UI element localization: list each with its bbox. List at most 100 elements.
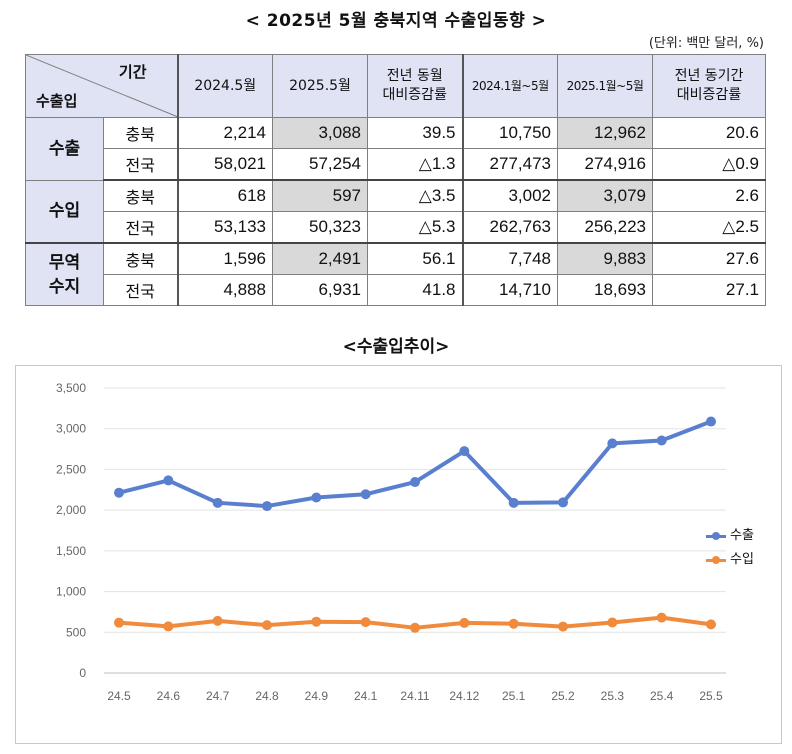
legend-swatch [706, 532, 726, 540]
series-line-0 [117, 419, 713, 509]
region-label: 전국 [103, 274, 179, 306]
x-tick-label: 24.11 [400, 689, 429, 703]
value-cell: 3,079 [557, 179, 653, 212]
y-tick-label: 500 [66, 625, 86, 639]
value-cell: 7,748 [462, 242, 558, 275]
category-import: 수입 [25, 179, 104, 244]
data-point [607, 617, 618, 628]
data-point [656, 435, 667, 446]
legend-swatch [706, 556, 726, 564]
table-row: 전국 58,021 57,254 △1.3 277,473 274,916 △0… [26, 148, 766, 181]
value-cell: 618 [177, 179, 273, 212]
trade-table: 기간 수출입 2024.5월 2025.5월 전년 동월 대비증감률 2024.… [25, 54, 766, 306]
value-cell: 2.6 [652, 179, 766, 212]
value-cell: 274,916 [557, 148, 653, 181]
data-point [114, 617, 124, 628]
data-point [311, 616, 322, 627]
data-point [114, 487, 124, 498]
region-label: 충북 [103, 117, 179, 149]
legend-item-import: 수입 [706, 548, 754, 572]
value-cell: 39.5 [367, 117, 464, 149]
line-chart: 0 500 1,000 1,500 2,000 2,500 3,000 3,500 24.5 24… [15, 365, 782, 744]
x-tick-label: 25.2 [551, 689, 575, 703]
x-tick-label: 25.5 [699, 689, 723, 703]
header-label: 2025.1월~5월 [566, 78, 644, 93]
y-tick-label: 2,000 [56, 503, 86, 517]
chart-legend: 수출 수입 [706, 524, 754, 572]
data-point [508, 618, 519, 629]
value-cell: 10,750 [462, 117, 558, 149]
table-row: 수출 충북 2,214 3,088 39.5 10,750 12,962 20.… [25, 117, 766, 181]
x-tick-label: 24.7 [206, 689, 230, 703]
region-label: 충북 [103, 242, 179, 275]
value-cell: 597 [272, 179, 368, 212]
corner-period-label: 기간 [118, 63, 147, 81]
data-point [410, 477, 420, 488]
legend-label: 수입 [730, 552, 754, 567]
value-cell: 14,710 [462, 274, 558, 306]
x-tick-label: 24.12 [449, 689, 479, 703]
value-cell: 12,962 [557, 117, 653, 149]
x-tick-label: 25.3 [601, 689, 625, 703]
data-point [163, 475, 174, 486]
header-yoy-month: 전년 동월 대비증감률 [367, 54, 464, 118]
data-point [706, 416, 716, 427]
table-corner-cell: 기간 수출입 [25, 54, 179, 118]
value-cell: 6,931 [272, 274, 368, 306]
x-tick-label: 24.9 [305, 689, 329, 703]
chart-title: <수출입추이> [342, 337, 450, 357]
data-point [656, 612, 667, 623]
data-point [360, 617, 371, 628]
value-cell: △1.3 [367, 148, 464, 181]
value-cell: 3,002 [462, 179, 558, 212]
table-row: 무역 수지 충북 1,596 2,491 56.1 7,748 9,883 27… [25, 242, 766, 306]
header-2024-may: 2024.5월 [177, 54, 273, 118]
x-tick-label: 24.1 [354, 689, 378, 703]
header-yoy-period: 전년 동기간 대비증감률 [652, 54, 766, 118]
x-tick-label: 24.5 [107, 689, 131, 703]
data-point [459, 617, 470, 628]
value-cell: 256,223 [557, 211, 653, 244]
y-tick-label: 1,000 [56, 585, 86, 599]
category-trade-balance: 무역 수지 [25, 242, 104, 306]
header-label: 전년 동월 대비증감률 [382, 68, 447, 103]
value-cell: △2.5 [652, 211, 766, 244]
value-cell: 58,021 [177, 148, 273, 181]
data-point [262, 620, 272, 631]
value-cell: △3.5 [367, 179, 464, 212]
header-2025-may: 2025.5월 [272, 54, 368, 118]
data-point [311, 492, 322, 503]
region-label: 전국 [103, 148, 179, 181]
x-tick-label: 24.6 [157, 689, 181, 703]
table-row: 전국 4,888 6,931 41.8 14,710 18,693 27.1 [26, 274, 766, 306]
legend-label: 수출 [730, 528, 754, 543]
value-cell: 1,596 [177, 242, 273, 275]
data-point [410, 622, 420, 633]
value-cell: 9,883 [557, 242, 653, 275]
header-label: 2024.1월~5월 [471, 78, 549, 93]
region-label: 충북 [103, 179, 179, 212]
value-cell: 18,693 [557, 274, 653, 306]
value-cell: 50,323 [272, 211, 368, 244]
table-row: 수입 충북 618 597 △3.5 3,002 3,079 2.6 [25, 179, 766, 244]
corner-trade-label: 수출입 [36, 92, 78, 110]
header-label: 2024.5월 [194, 77, 257, 94]
value-cell: 27.6 [652, 242, 766, 275]
data-point [607, 438, 618, 449]
data-point [558, 621, 568, 632]
corner-diagonal [26, 55, 176, 117]
value-cell: 2,491 [272, 242, 368, 275]
table-row: 전국 53,133 50,323 △5.3 262,763 256,223 △2… [26, 211, 766, 244]
value-cell: △5.3 [367, 211, 464, 244]
data-point [212, 615, 223, 626]
data-point [706, 619, 716, 630]
value-cell: 53,133 [177, 211, 273, 244]
value-cell: 3,088 [272, 117, 368, 149]
value-cell: 4,888 [177, 274, 273, 306]
region-label: 전국 [103, 211, 179, 244]
data-point [212, 497, 223, 508]
value-cell: 41.8 [367, 274, 464, 306]
value-cell: 57,254 [272, 148, 368, 181]
value-cell: 262,763 [462, 211, 558, 244]
value-cell: 277,473 [462, 148, 558, 181]
